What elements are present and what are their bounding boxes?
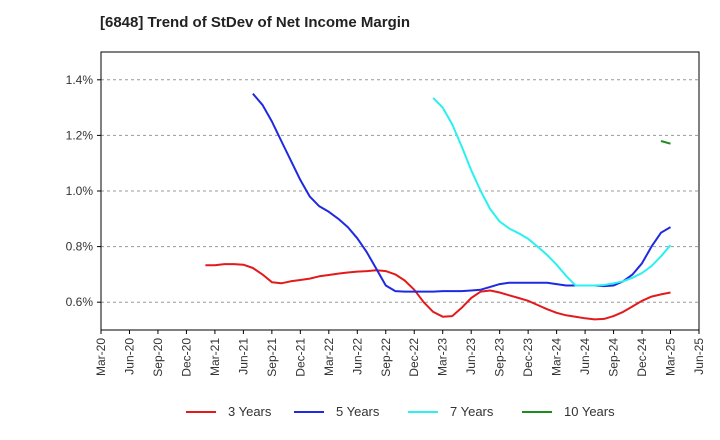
x-tick-label: Jun-20 bbox=[122, 338, 136, 375]
legend-item-5-years: 5 Years bbox=[294, 404, 379, 419]
x-tick-label: Sep-21 bbox=[265, 338, 279, 377]
y-axis-ticks: 0.6% 0.8% 1.0% 1.2% 1.4% bbox=[66, 73, 101, 309]
legend-label-10-years: 10 Years bbox=[564, 404, 615, 419]
series-line-3-years bbox=[205, 263, 671, 321]
series-line-5-years bbox=[252, 93, 672, 293]
x-tick-label: Sep-20 bbox=[151, 338, 165, 377]
x-tick-label: Mar-22 bbox=[322, 338, 336, 376]
series-line-7-years bbox=[432, 97, 672, 287]
x-tick-label: Dec-24 bbox=[635, 338, 649, 377]
x-tick-label: Sep-23 bbox=[493, 338, 507, 377]
x-tick-label: Mar-21 bbox=[208, 338, 222, 376]
legend-swatch-7-years bbox=[408, 410, 438, 413]
y-tick-label: 1.2% bbox=[66, 128, 94, 142]
legend: 3 Years 5 Years 7 Years 10 Years bbox=[0, 404, 720, 426]
y-tick-label: 0.6% bbox=[66, 295, 94, 309]
chart-title: [6848] Trend of StDev of Net Income Marg… bbox=[100, 14, 411, 31]
y-tick-label: 0.8% bbox=[66, 240, 94, 254]
legend-label-7-years: 7 Years bbox=[450, 404, 494, 419]
x-tick-label: Jun-25 bbox=[692, 338, 706, 375]
y-tick-label: 1.4% bbox=[66, 73, 94, 87]
legend-label-3-years: 3 Years bbox=[228, 404, 272, 419]
x-tick-label: Dec-22 bbox=[407, 338, 421, 377]
x-tick-label: Sep-22 bbox=[379, 338, 393, 377]
x-tick-label: Jun-24 bbox=[578, 338, 592, 375]
x-tick-label: Jun-21 bbox=[236, 338, 250, 375]
series-line-10-years bbox=[660, 140, 671, 145]
x-tick-label: Mar-24 bbox=[550, 338, 564, 376]
legend-swatch-3-years bbox=[186, 410, 216, 413]
legend-swatch-10-years bbox=[522, 410, 552, 413]
x-tick-label: Dec-21 bbox=[293, 338, 307, 377]
x-tick-label: Mar-20 bbox=[94, 338, 108, 376]
x-tick-label: Mar-25 bbox=[664, 338, 678, 376]
y-tick-label: 1.0% bbox=[66, 184, 94, 198]
x-axis-ticks: Mar-20 Jun-20 Sep-20 Dec-20 Mar-21 Jun-21 Sep-… bbox=[94, 330, 706, 377]
legend-swatch-5-years bbox=[294, 410, 324, 413]
x-tick-label: Jun-23 bbox=[464, 338, 478, 375]
legend-item-7-years: 7 Years bbox=[408, 404, 493, 419]
x-tick-label: Dec-20 bbox=[179, 338, 193, 377]
series-lines bbox=[205, 93, 672, 321]
plot-area bbox=[100, 51, 700, 331]
x-tick-label: Dec-23 bbox=[521, 338, 535, 377]
x-tick-label: Sep-24 bbox=[607, 338, 621, 377]
grid-lines bbox=[101, 79, 699, 303]
x-tick-label: Mar-23 bbox=[436, 338, 450, 376]
x-tick-label: Jun-22 bbox=[350, 338, 364, 375]
legend-label-5-years: 5 Years bbox=[336, 404, 380, 419]
legend-item-3-years: 3 Years bbox=[186, 404, 271, 419]
legend-item-10-years: 10 Years bbox=[522, 404, 615, 419]
